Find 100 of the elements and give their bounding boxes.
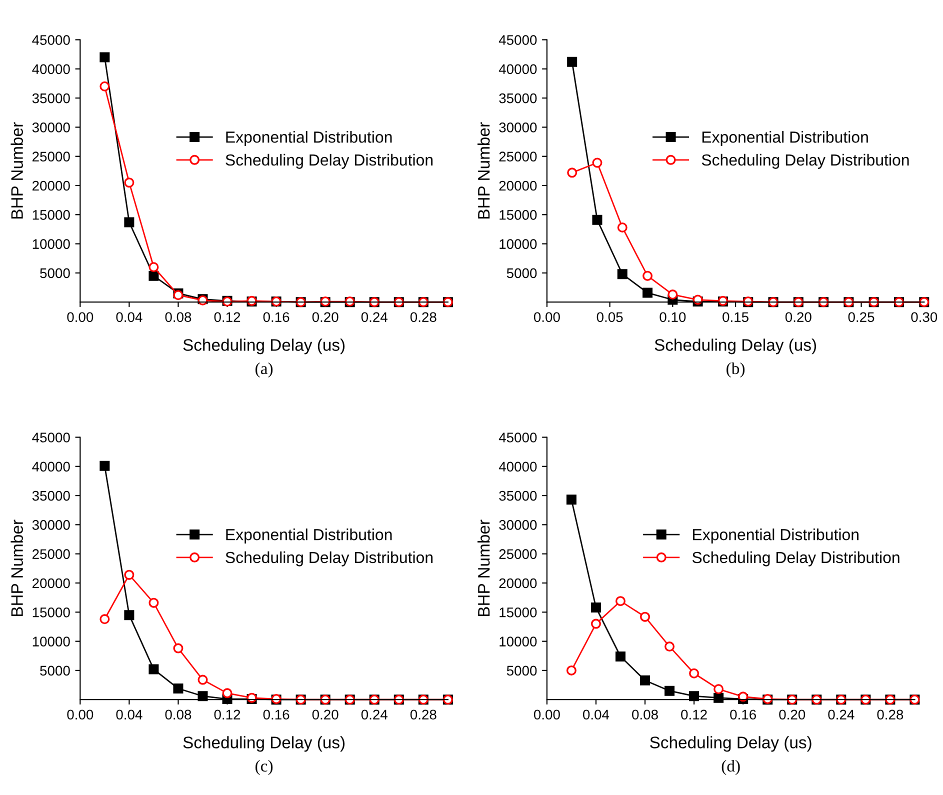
point [100, 614, 110, 624]
x-tick-label: 0.28 [410, 312, 436, 322]
x-tick-label: 0.00 [534, 312, 560, 322]
x-axis-title: Scheduling Delay (us) [183, 338, 345, 354]
point [592, 158, 602, 168]
y-tick-label: 40000 [32, 462, 70, 472]
x-tick-label: 0.24 [361, 312, 388, 322]
point [642, 288, 653, 298]
text: (c) [256, 760, 273, 776]
text: (a) [256, 362, 273, 378]
y-tick-label: 10000 [500, 239, 537, 249]
x-tick-label: 0.08 [165, 710, 192, 720]
point [642, 270, 653, 281]
point [100, 460, 110, 471]
y-tick-label: 15000 [500, 607, 537, 618]
y-tick-label: 10000 [32, 239, 70, 249]
x-tick-label: 0.20 [312, 710, 338, 720]
point [617, 269, 628, 280]
point [148, 270, 159, 281]
x-tick-label: 0.04 [116, 710, 142, 720]
point [668, 290, 678, 300]
point [615, 651, 626, 662]
point [664, 686, 675, 696]
point [198, 674, 208, 685]
point [590, 602, 601, 612]
y-tick-label: 5000 [506, 268, 537, 278]
point [173, 643, 184, 654]
y-tick-label: 15000 [32, 210, 70, 220]
point [222, 688, 232, 698]
x-tick-label: 0.25 [848, 312, 874, 322]
y-tick-label: 5000 [40, 268, 70, 278]
y-tick-label: 20000 [32, 578, 70, 588]
x-tick-label: 0.12 [214, 710, 240, 720]
point [124, 217, 134, 228]
point [566, 665, 576, 676]
point [664, 642, 675, 652]
point [640, 612, 650, 622]
y-tick-label: 30000 [32, 122, 70, 132]
y-tick-label: 30000 [32, 520, 70, 530]
y-tick-label: 15000 [32, 607, 70, 618]
y-tick-label: 40000 [498, 462, 537, 472]
y-axis-title: BHP Number [10, 122, 23, 218]
legend-label: Exponential Distribution [226, 528, 392, 544]
point [100, 52, 110, 62]
x-tick-label: 0.24 [828, 710, 854, 720]
x-tick-label: 0.00 [67, 312, 94, 322]
point [590, 618, 601, 629]
y-axis-title: BHP Number [478, 520, 490, 616]
x-tick-label: 0.28 [410, 710, 436, 720]
y-tick-label: 20000 [499, 578, 537, 588]
y-tick-label: 35000 [499, 490, 537, 501]
point [567, 168, 578, 178]
y-tick-label: 45000 [498, 35, 537, 45]
x-tick-label: 0.16 [263, 312, 290, 322]
point [617, 222, 628, 232]
y-tick-label: 25000 [32, 152, 70, 162]
point [198, 691, 208, 702]
x-axis-title: Scheduling Delay (us) [650, 736, 812, 752]
legend-label: Scheduling Delay Distribution [226, 551, 433, 566]
point [148, 598, 159, 608]
point [124, 610, 134, 620]
point [689, 691, 700, 702]
y-tick-label: 25000 [499, 549, 537, 560]
x-tick-label: 0.20 [779, 710, 806, 720]
point [640, 675, 650, 686]
point [615, 596, 626, 606]
point [592, 214, 602, 225]
x-tick-label: 0.30 [911, 312, 938, 322]
point [148, 664, 159, 674]
x-tick-label: 0.04 [116, 312, 142, 322]
y-tick-label: 5000 [506, 666, 537, 676]
x-tick-label: 0.16 [263, 710, 290, 720]
legend-label: Scheduling Delay Distribution [692, 551, 900, 566]
legend-label: Scheduling Delay Distribution [702, 154, 909, 169]
x-tick-label: 0.04 [583, 710, 610, 720]
x-tick-label: 0.00 [534, 710, 560, 720]
y-tick-label: 40000 [32, 64, 70, 74]
y-axis-title: BHP Number [478, 122, 490, 218]
y-tick-label: 30000 [499, 122, 537, 132]
y-tick-label: 45000 [498, 432, 537, 442]
y-tick-label: 45000 [32, 432, 70, 442]
text: (b) [726, 362, 745, 378]
y-tick-label: 10000 [32, 636, 70, 646]
x-axis-title: Scheduling Delay (us) [183, 736, 345, 752]
y-tick-label: 45000 [32, 35, 70, 45]
x-tick-label: 0.20 [312, 312, 338, 322]
x-tick-label: 0.08 [632, 710, 658, 720]
point [689, 668, 700, 678]
y-tick-label: 30000 [499, 520, 537, 530]
x-tick-label: 0.10 [660, 312, 686, 322]
y-tick-label: 5000 [40, 666, 70, 676]
text: (d) [722, 760, 740, 776]
point [124, 178, 134, 188]
x-tick-label: 0.05 [596, 312, 623, 322]
x-tick-label: 0.20 [785, 312, 812, 322]
y-tick-label: 25000 [32, 549, 70, 560]
y-tick-label: 35000 [499, 93, 537, 104]
x-tick-label: 0.12 [681, 710, 707, 720]
x-tick-label: 0.16 [730, 710, 756, 720]
y-tick-label: 15000 [500, 210, 537, 220]
